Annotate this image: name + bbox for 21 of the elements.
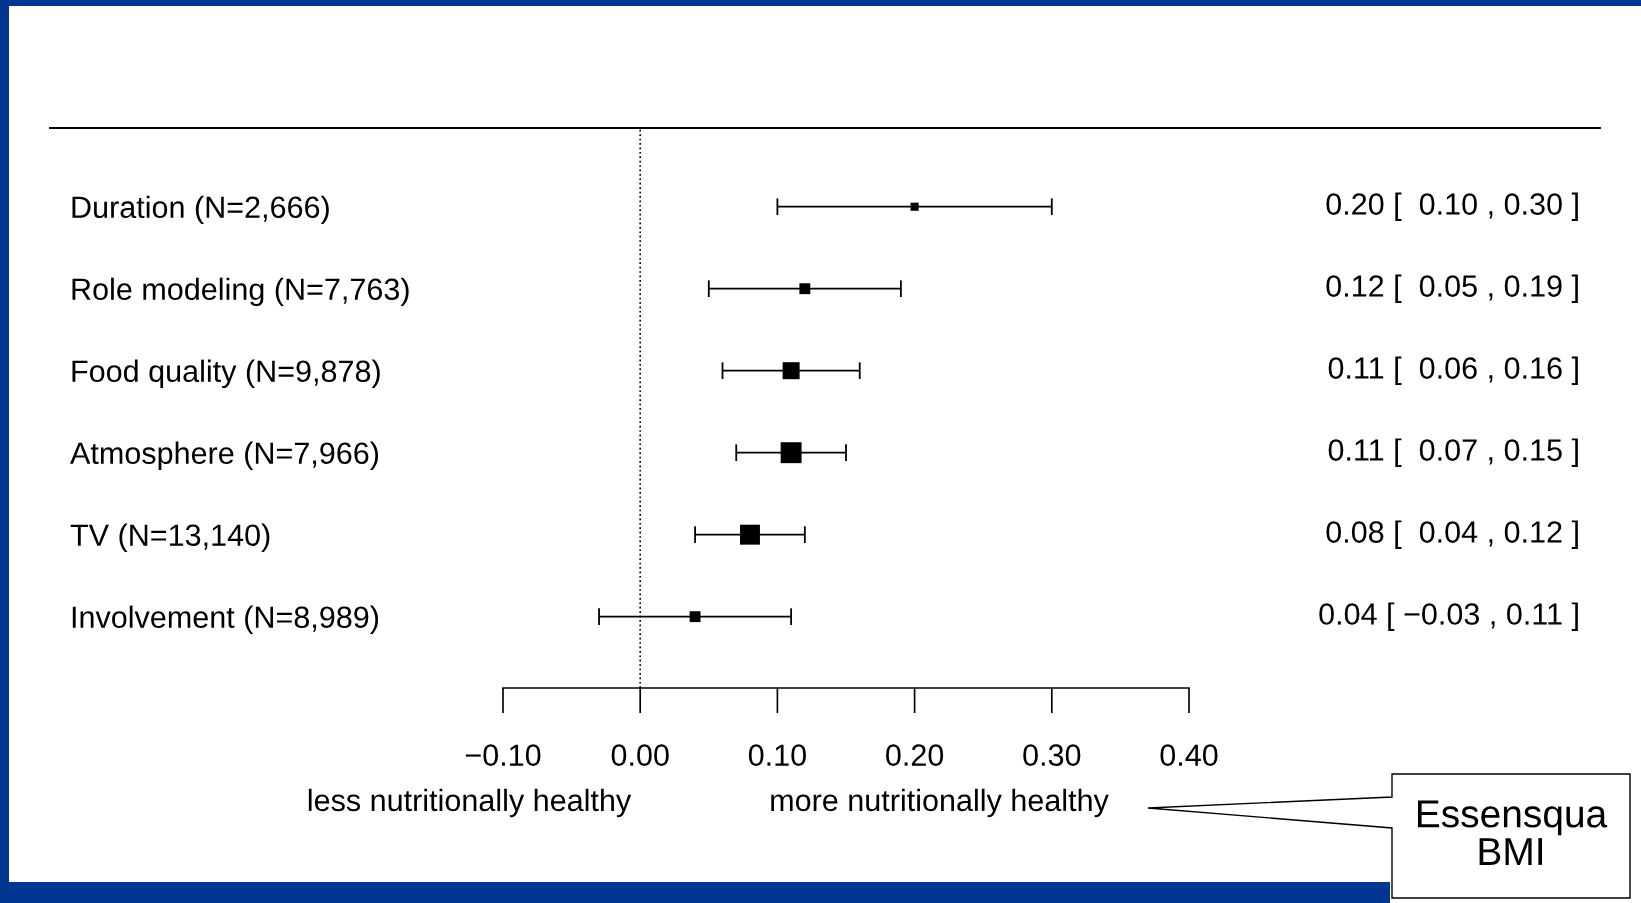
y-tick-label: Duration (N=2,666) [72,195,329,225]
data-label: 0.11 [ 0.06 , 0.16 ] [1328,356,1578,385]
y-tick-label: Atmosphere (N=7,966) [70,441,379,471]
y-tick-label: TV (N=13,140) [70,523,270,553]
y-tick-label: Role modeling (N=7,763) [72,277,409,307]
y-tick-label: Involvement (N=8,989) [72,605,379,635]
text: more nutritionally healthy [771,788,1109,818]
x-tick-label: −0.10 [465,744,541,766]
data-label: 0.11 [ 0.07 , 0.15 ] [1328,438,1578,467]
x-tick-label: 0.30 [1023,744,1081,766]
x-tick-label: 0.10 [748,744,806,766]
x-tick-label: 0.00 [611,744,669,766]
data-label: 0.08 [ 0.04 , 0.12 ] [1326,520,1578,549]
x-tick-label: 0.40 [1160,744,1218,766]
data-label: 0.20 [ 0.10 , 0.30 ] [1326,192,1578,221]
text: less nutritionally healthy [308,788,632,818]
data-label: 0.04 [ −0.03 , 0.11 ] [1319,602,1578,631]
data-label: 0.12 [ 0.05 , 0.19 ] [1326,274,1578,303]
x-tick-label: 0.20 [886,744,944,766]
text: Essensqua BMI [1417,800,1608,865]
y-tick-label: Food quality (N=9,878) [72,359,380,389]
